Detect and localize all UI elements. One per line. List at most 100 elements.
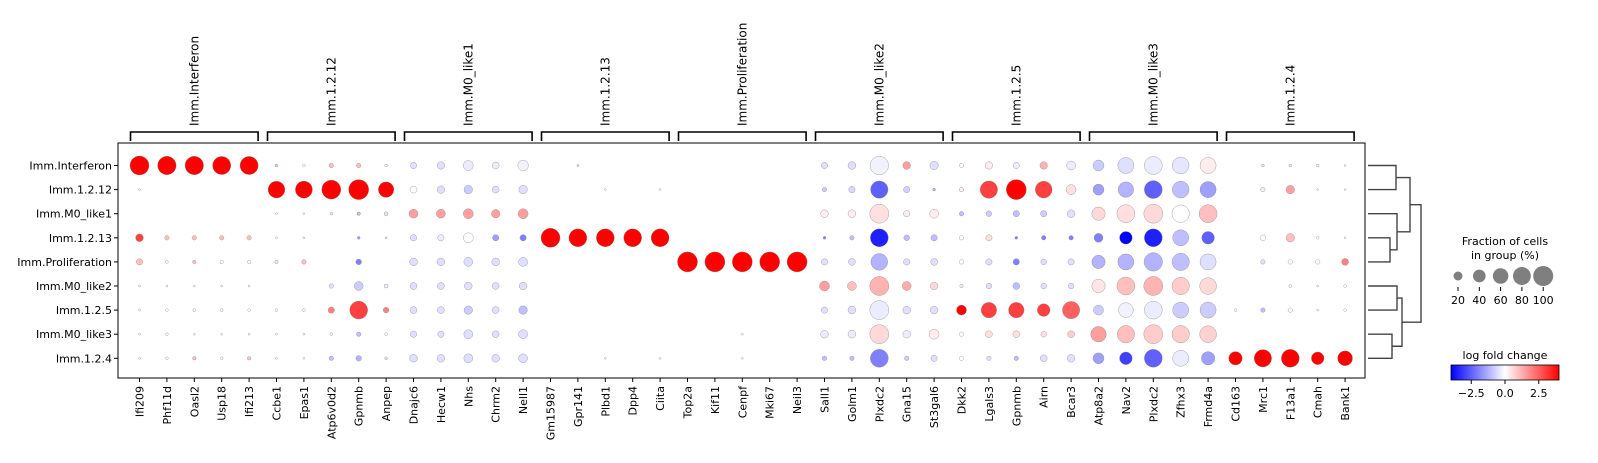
group-label: Imm.1.2.4: [1283, 65, 1297, 126]
dot-mark: [247, 356, 252, 361]
dot-mark: [1091, 255, 1106, 269]
dot-mark: [1119, 231, 1133, 245]
group-label: Imm.M0_like3: [1146, 43, 1160, 126]
dot-mark: [1144, 180, 1163, 199]
column-labels: Ifi209 Phf11d Oasl2 Usp18 Ifi213 Ccbe1 Epas1 At…: [134, 378, 1352, 440]
dot-mark: [820, 330, 829, 339]
dot-mark: [408, 209, 419, 219]
dot-mark: [1198, 204, 1218, 223]
row-labels: Imm.Interferon Imm.1.2.12 Imm.M0_like1 Imm.…: [17, 160, 118, 365]
dot-mark: [1260, 307, 1266, 313]
dot-mark: [902, 330, 911, 339]
group-brackets: [129, 131, 1355, 141]
dot-mark: [1171, 277, 1190, 295]
column-label: F13a1: [1284, 386, 1297, 420]
dot-mark: [409, 306, 418, 314]
dot-mark: [355, 355, 362, 362]
dot-mark: [1035, 181, 1053, 199]
dot-mark: [821, 306, 828, 314]
dot-mark: [1008, 302, 1025, 319]
dot-mark: [138, 308, 141, 312]
size-legend-tick-label: 60: [1494, 294, 1508, 307]
dot-mark: [623, 228, 642, 247]
dot-mark: [1144, 156, 1163, 175]
dot-mark: [384, 163, 388, 168]
dot-mark: [1172, 229, 1189, 247]
dot-mark: [1067, 209, 1076, 218]
dot-mark: [848, 186, 856, 193]
dot-mark: [383, 307, 390, 314]
dot-mark: [903, 234, 910, 241]
dendrogram-link: [1368, 237, 1391, 263]
dot-mark: [356, 163, 362, 168]
dot-mark: [191, 235, 197, 241]
dot-mark: [138, 357, 141, 360]
dot-mark: [1199, 157, 1217, 174]
size-legend-tick-label: 20: [1451, 294, 1465, 307]
dot-mark: [157, 156, 177, 175]
dot-mark: [1039, 161, 1048, 170]
dot-mark: [463, 208, 474, 219]
dot-mark: [1040, 258, 1047, 265]
dot-mark: [870, 228, 889, 247]
dot-mark: [903, 258, 911, 266]
dot-mark: [193, 333, 196, 336]
dot-mark: [1040, 331, 1047, 338]
dot-mark: [959, 259, 964, 265]
dot-mark: [1012, 282, 1020, 290]
dot-mark: [463, 257, 473, 267]
dot-mark: [295, 180, 313, 199]
size-legend-dot: [1453, 271, 1463, 281]
dot-mark: [491, 354, 500, 363]
dot-mark: [1343, 284, 1347, 288]
dot-mark: [1093, 233, 1104, 243]
dot-mark: [1337, 350, 1353, 366]
dot-mark: [437, 306, 445, 314]
dot-mark: [193, 284, 196, 288]
column-label: Ifi209: [134, 386, 147, 417]
column-label: Bcar3: [1065, 386, 1078, 418]
dot-mark: [1201, 351, 1215, 366]
dot-mark: [436, 257, 445, 266]
dot-mark: [1199, 301, 1217, 319]
dot-mark: [870, 349, 889, 368]
column-label: Gpr141: [572, 386, 585, 427]
dot-mark: [384, 332, 388, 336]
dot-mark: [568, 228, 588, 247]
size-legend-dot: [1533, 266, 1554, 286]
column-label: Atp8a2: [1093, 386, 1106, 425]
dot-mark: [928, 329, 940, 340]
dot-mark: [247, 284, 251, 288]
dot-mark: [1316, 163, 1320, 168]
dot-mark: [1091, 206, 1106, 221]
dot-mark: [517, 160, 529, 171]
dot-mark: [492, 330, 500, 338]
dot-mark: [436, 161, 445, 170]
dot-mark: [492, 161, 500, 170]
dot-mark: [302, 212, 306, 215]
dot-mark: [1143, 276, 1163, 296]
dot-mark: [274, 308, 279, 312]
column-label: Ciita: [654, 386, 667, 411]
dot-mark: [246, 235, 252, 241]
row-label: Imm.1.2.12: [49, 184, 112, 197]
column-label: Cd163: [1230, 386, 1243, 422]
dot-mark: [930, 234, 938, 242]
dot-mark: [1092, 159, 1105, 172]
dot-mark: [980, 180, 998, 199]
dot-mark: [410, 234, 417, 242]
dot-mark: [1066, 160, 1076, 171]
dot-mark: [959, 284, 964, 288]
dot-mark: [1261, 163, 1265, 168]
dot-mark: [165, 284, 169, 288]
dot-mark: [192, 308, 196, 312]
dot-mark: [847, 209, 856, 218]
dot-mark: [1311, 351, 1325, 365]
column-label: Chrm2: [490, 386, 503, 423]
dot-mark: [1254, 349, 1272, 368]
dot-mark: [356, 211, 361, 216]
dot-mark: [849, 355, 855, 361]
dot-mark: [410, 162, 417, 169]
dot-mark: [985, 210, 992, 217]
